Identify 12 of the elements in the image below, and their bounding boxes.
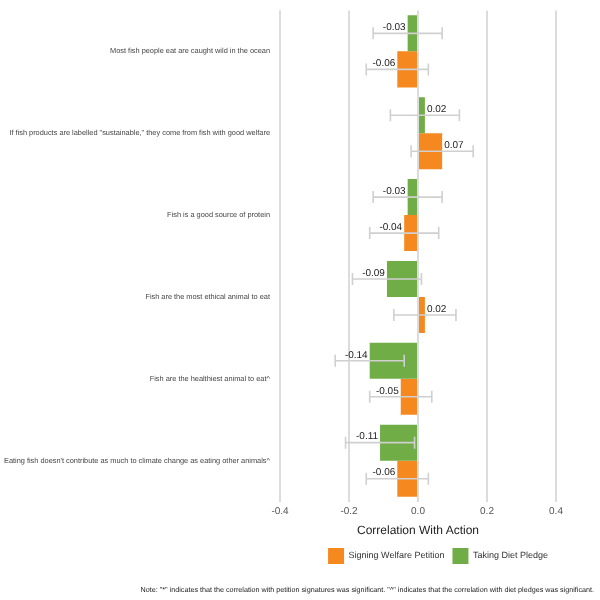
bar <box>380 424 417 461</box>
bar <box>369 342 417 379</box>
bar <box>407 179 417 216</box>
bar <box>419 296 425 333</box>
bar <box>419 97 425 134</box>
bar <box>400 378 417 415</box>
bar <box>386 260 417 297</box>
bar <box>407 15 417 52</box>
bar <box>419 133 443 170</box>
bar <box>404 215 417 252</box>
bar <box>397 51 417 88</box>
bar <box>397 460 417 497</box>
